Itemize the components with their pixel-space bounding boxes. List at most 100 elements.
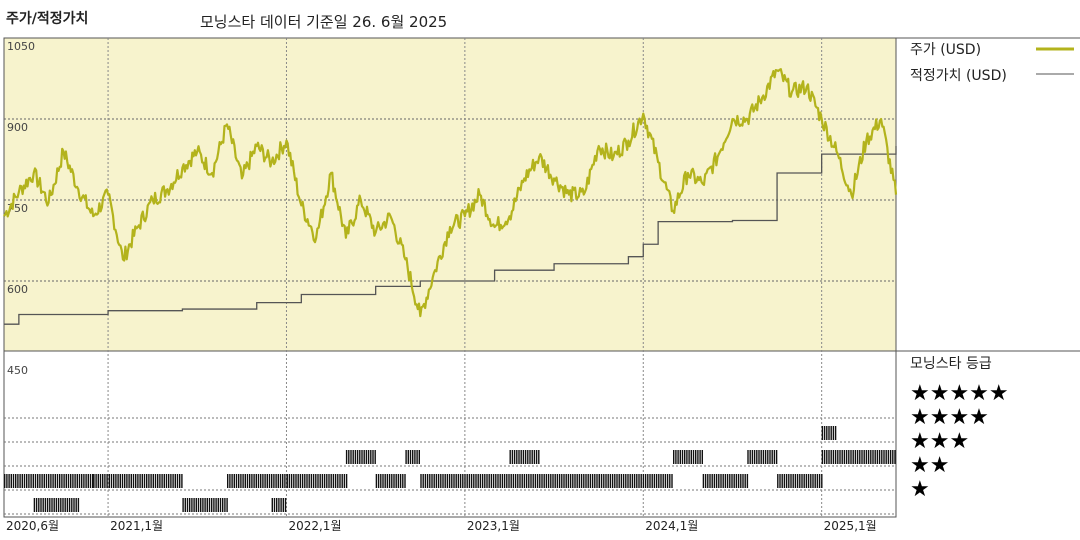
rating-tick bbox=[104, 474, 106, 488]
rating-tick bbox=[431, 474, 433, 488]
rating-tick bbox=[885, 450, 887, 464]
rating-panel bbox=[3, 350, 897, 518]
rating-tick bbox=[543, 474, 545, 488]
rating-tick bbox=[845, 450, 848, 464]
rating-tick bbox=[337, 474, 339, 488]
x-tick-label: 2022,1월 bbox=[288, 519, 341, 533]
rating-tick bbox=[354, 450, 357, 464]
rating-tick bbox=[616, 474, 618, 488]
rating-tick bbox=[453, 474, 455, 488]
rating-tick bbox=[52, 474, 54, 488]
rating-tick bbox=[519, 474, 521, 488]
rating-5-stars: ★★★★★ bbox=[910, 381, 1009, 406]
rating-tick bbox=[124, 474, 126, 488]
rating-tick bbox=[154, 474, 157, 488]
rating-tick bbox=[611, 474, 614, 488]
rating-tick bbox=[208, 498, 211, 512]
rating-tick bbox=[297, 474, 299, 488]
rating-tick bbox=[828, 426, 830, 440]
rating-tick bbox=[729, 474, 731, 488]
rating-tick bbox=[605, 474, 607, 488]
rating-tick bbox=[240, 474, 242, 488]
rating-tick bbox=[53, 498, 55, 512]
rating-1-star: ★ bbox=[910, 477, 930, 502]
rating-tick bbox=[771, 450, 773, 464]
rating-tick bbox=[550, 474, 552, 488]
rating-tick bbox=[887, 450, 890, 464]
rating-tick bbox=[38, 498, 40, 512]
rating-tick bbox=[176, 474, 179, 488]
rating-tick bbox=[607, 474, 609, 488]
rating-tick bbox=[211, 498, 213, 512]
rating-tick bbox=[726, 474, 729, 488]
rating-tick bbox=[539, 474, 541, 488]
rating-tick bbox=[375, 474, 378, 488]
rating-tick bbox=[137, 474, 139, 488]
rating-tick bbox=[251, 474, 253, 488]
rating-tick bbox=[812, 474, 814, 488]
rating-tick bbox=[48, 474, 50, 488]
rating-tick bbox=[284, 498, 287, 512]
rating-tick bbox=[816, 474, 819, 488]
rating-tick bbox=[722, 474, 724, 488]
rating-tick bbox=[87, 474, 89, 488]
x-tick-label: 2024,1월 bbox=[645, 519, 698, 533]
rating-tick bbox=[393, 474, 395, 488]
rating-tick bbox=[848, 450, 850, 464]
rating-tick bbox=[266, 474, 268, 488]
rating-tick bbox=[462, 474, 464, 488]
rating-tick bbox=[609, 474, 612, 488]
rating-tick bbox=[193, 498, 195, 512]
rating-tick bbox=[569, 474, 572, 488]
rating-tick bbox=[883, 450, 885, 464]
rating-tick bbox=[580, 474, 583, 488]
rating-tick bbox=[397, 474, 400, 488]
rating-tick bbox=[370, 450, 372, 464]
rating-tick bbox=[649, 474, 651, 488]
rating-tick bbox=[861, 450, 863, 464]
rating-tick bbox=[128, 474, 130, 488]
rating-tick bbox=[12, 474, 15, 488]
rating-tick bbox=[222, 498, 224, 512]
rating-tick bbox=[380, 474, 382, 488]
y-tick-label: 600 bbox=[7, 283, 28, 296]
rating-tick bbox=[200, 498, 202, 512]
rating-tick bbox=[279, 474, 282, 488]
rating-tick bbox=[59, 474, 61, 488]
rating-tick bbox=[746, 474, 749, 488]
rating-tick bbox=[572, 474, 574, 488]
rating-tick bbox=[186, 498, 189, 512]
rating-tick bbox=[814, 474, 816, 488]
y-tick-label: 450 bbox=[7, 364, 28, 377]
rating-tick bbox=[459, 474, 462, 488]
rating-tick bbox=[67, 474, 70, 488]
rating-tick bbox=[701, 450, 703, 464]
rating-tick bbox=[446, 474, 449, 488]
rating-tick bbox=[651, 474, 653, 488]
rating-tick bbox=[365, 450, 368, 464]
rating-segment-4-stars bbox=[821, 426, 837, 440]
rating-segment-3-stars bbox=[405, 450, 420, 464]
chart-title: 주가/적정가치 bbox=[6, 11, 89, 27]
rating-tick bbox=[688, 450, 690, 464]
rating-tick bbox=[832, 450, 835, 464]
rating-tick bbox=[304, 474, 306, 488]
rating-tick bbox=[420, 474, 422, 488]
rating-tick bbox=[319, 474, 321, 488]
rating-tick bbox=[374, 450, 376, 464]
rating-tick bbox=[733, 474, 735, 488]
rating-tick bbox=[44, 498, 47, 512]
rating-tick bbox=[301, 474, 304, 488]
rating-segment-3-stars bbox=[509, 450, 540, 464]
rating-tick bbox=[818, 474, 821, 488]
rating-tick bbox=[521, 474, 523, 488]
rating-segment-3-stars bbox=[821, 450, 896, 464]
rating-tick bbox=[226, 498, 228, 512]
rating-tick bbox=[345, 450, 348, 464]
rating-tick bbox=[33, 498, 36, 512]
rating-tick bbox=[275, 474, 277, 488]
rating-tick bbox=[677, 450, 679, 464]
rating-tick bbox=[686, 450, 688, 464]
rating-tick bbox=[876, 450, 879, 464]
rating-tick bbox=[132, 474, 135, 488]
